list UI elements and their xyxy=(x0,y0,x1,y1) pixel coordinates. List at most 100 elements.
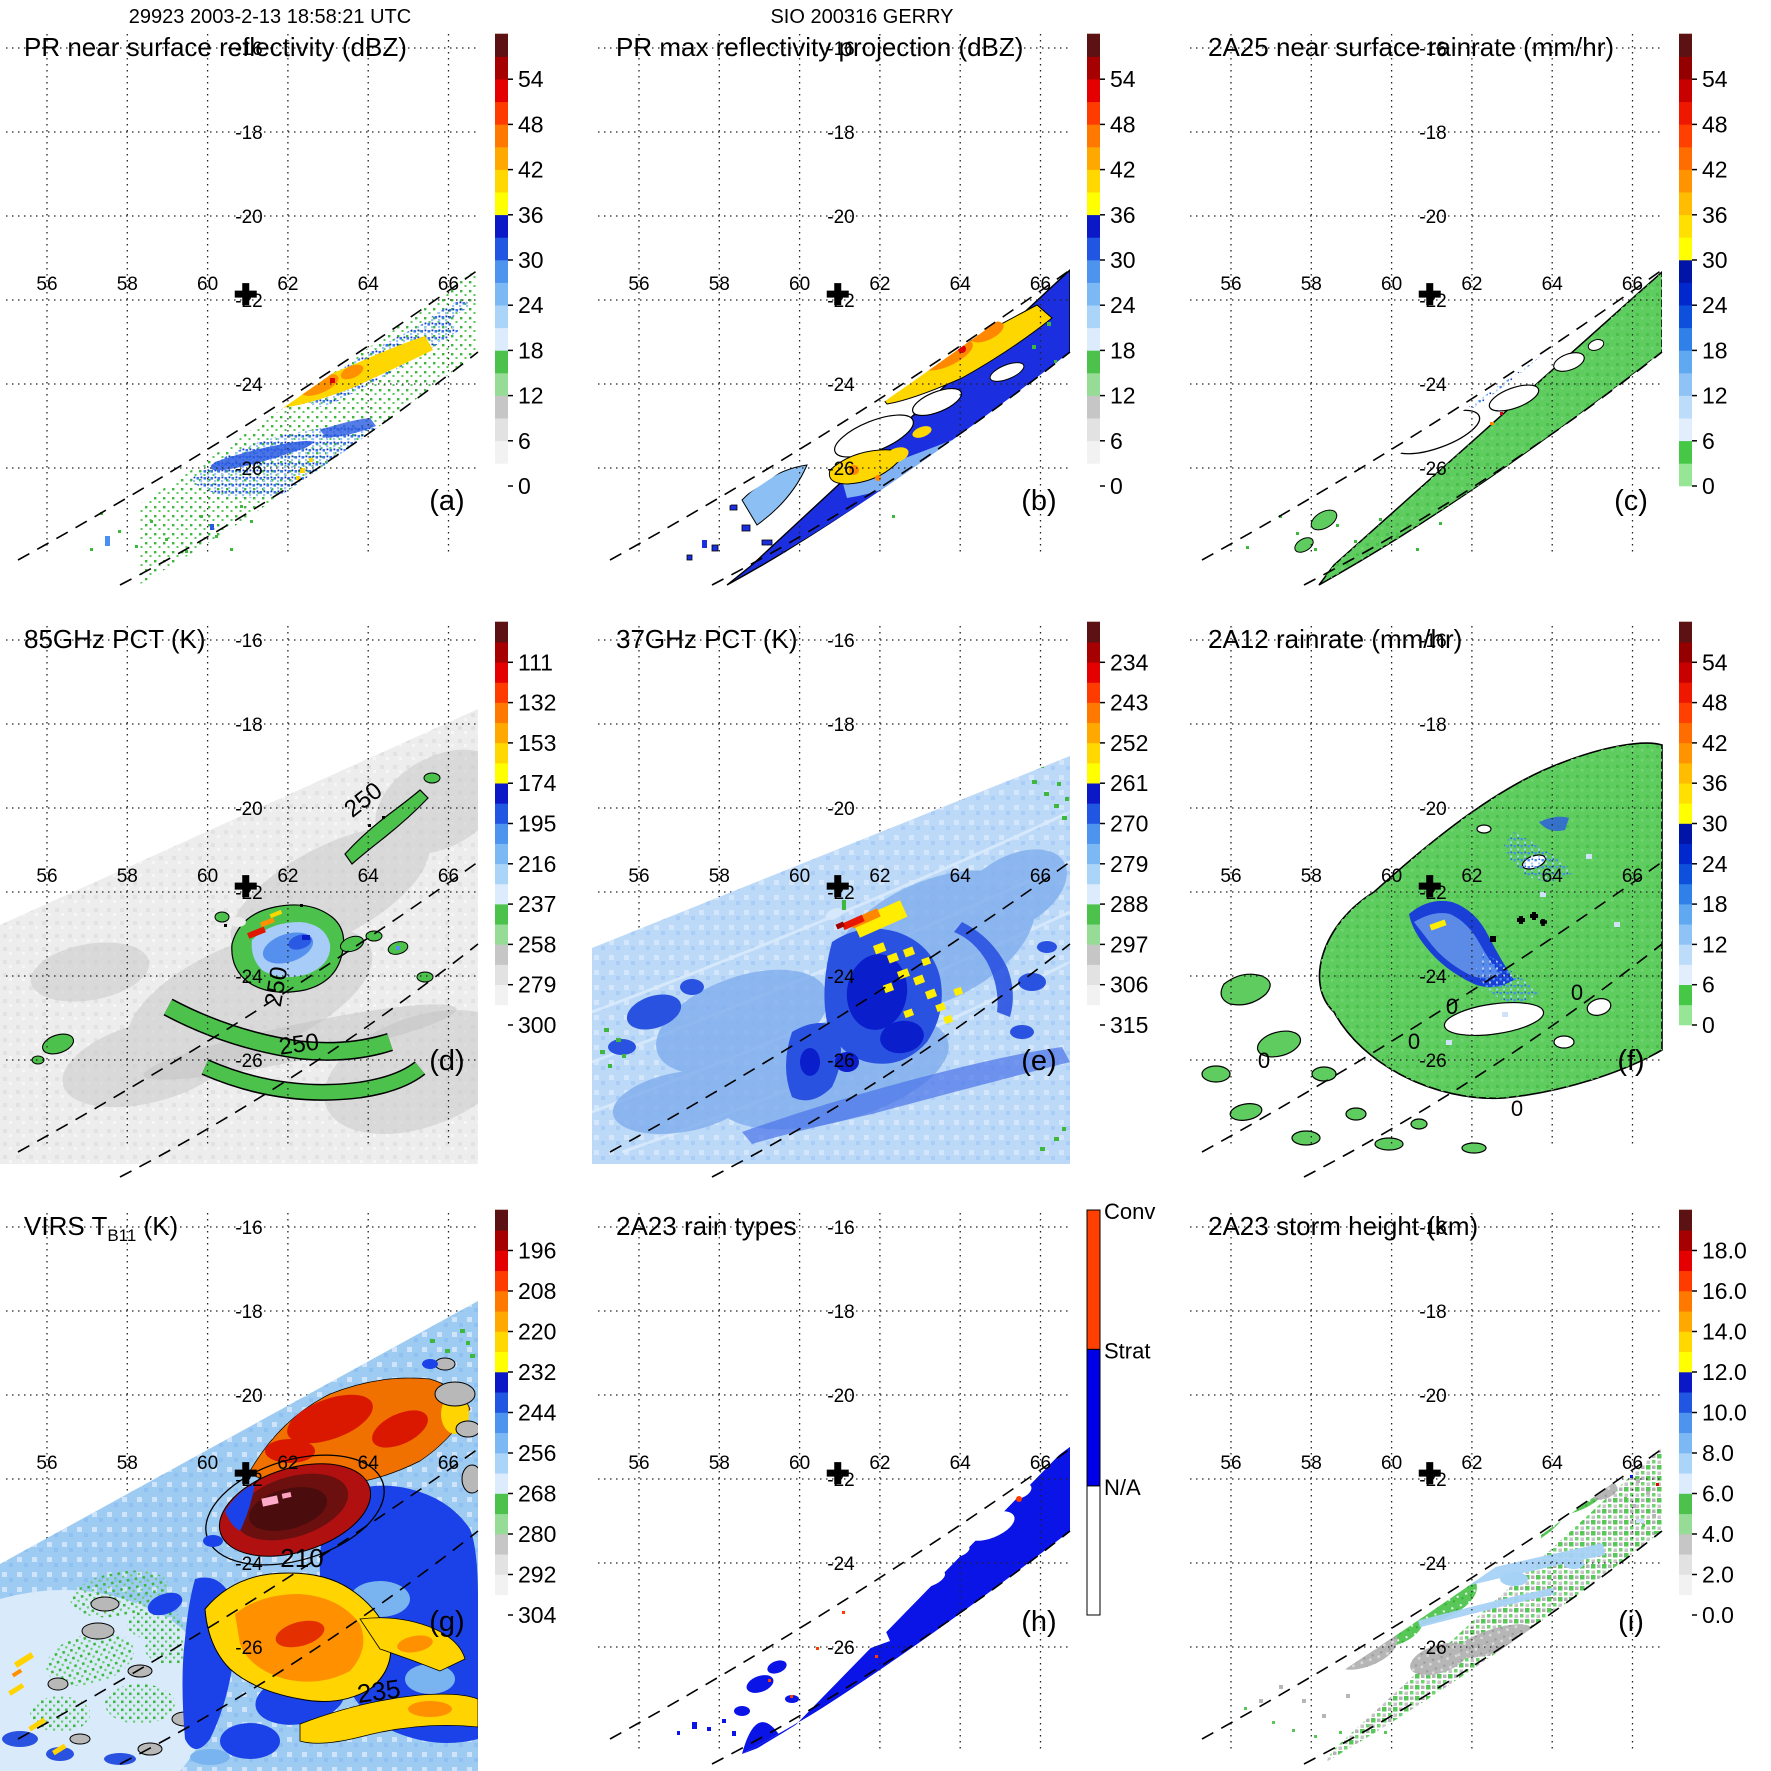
colorbar-tick-label: 30 xyxy=(1702,811,1728,837)
colorbar-segment xyxy=(1679,237,1692,261)
panel-c-colorbar: 0 6 12 18 24 30 36 42 48 54 xyxy=(1679,33,1728,499)
colorbar-segment xyxy=(495,1594,508,1616)
colorbar-segment xyxy=(495,1209,508,1231)
colorbar-segment xyxy=(1087,282,1100,306)
panel-g-data-swath xyxy=(0,1301,478,1771)
panel-letter: (e) xyxy=(1021,1045,1056,1077)
storm-center-marker xyxy=(826,875,849,898)
colorbar-segment xyxy=(495,923,508,945)
colorbar-tick-label: 48 xyxy=(1702,690,1728,716)
colorbar-segment xyxy=(1087,169,1100,193)
lon-tick-label: 62 xyxy=(1461,274,1482,295)
colorbar-segment xyxy=(1679,863,1692,885)
panel-h-data-swath xyxy=(677,1447,1070,1754)
lon-tick-label: 60 xyxy=(1381,866,1402,887)
lat-tick-label: -16 xyxy=(1419,39,1446,60)
colorbar-tick-label: 36 xyxy=(1702,202,1728,228)
colorbar-tick-label: 232 xyxy=(518,1359,556,1385)
swath-edge-line xyxy=(711,943,1071,1178)
lat-tick-label: -26 xyxy=(827,1051,854,1072)
pr-speckle-field xyxy=(140,268,478,590)
colorbar-tick-label: 54 xyxy=(1110,66,1136,92)
panel-title: 2A12 rainrate (mm/hr) xyxy=(1208,624,1462,654)
panel-letter: (g) xyxy=(429,1606,464,1638)
colorbar-segment xyxy=(1087,350,1100,374)
colorbar-segment xyxy=(495,782,508,804)
swath-edge-line xyxy=(1201,861,1663,1153)
lat-tick-label: -26 xyxy=(235,459,262,480)
lat-tick-label: -20 xyxy=(827,799,854,820)
lon-tick-label: 64 xyxy=(1542,274,1564,295)
lon-tick-label: 64 xyxy=(358,866,380,887)
lat-tick-label: -20 xyxy=(1419,799,1446,820)
panel-letter: (b) xyxy=(1021,485,1056,517)
colorbar-segment xyxy=(1679,843,1692,865)
colorbar-segment xyxy=(1679,1229,1692,1251)
swath-edge-line xyxy=(1303,1530,1663,1765)
panel-a-data-swath xyxy=(90,268,478,590)
lon-tick-label: 56 xyxy=(36,866,57,887)
colorbar-segment xyxy=(1679,259,1692,283)
lat-tick-label: -16 xyxy=(827,631,854,652)
contour-label: 0 xyxy=(1511,1096,1523,1121)
storm-center-marker xyxy=(234,875,257,898)
colorbar-tick-label: 48 xyxy=(1110,111,1136,137)
colorbar-tick-label: 256 xyxy=(518,1440,556,1466)
colorbar-segment xyxy=(1679,304,1692,329)
colorbar-tick-label: 234 xyxy=(1110,649,1149,675)
tmi-flag-marks xyxy=(1490,912,1547,942)
colorbar-segment xyxy=(1087,395,1100,419)
panel-letter: (f) xyxy=(1617,1045,1644,1077)
colorbar-segment xyxy=(1087,722,1100,744)
colorbar-segment xyxy=(1679,169,1692,193)
lat-tick-label: -24 xyxy=(235,1554,263,1575)
colorbar-segment xyxy=(1087,440,1100,464)
lat-tick-label: -20 xyxy=(235,1386,262,1407)
contour-label: 250 xyxy=(277,1028,320,1060)
colorbar-segment xyxy=(1087,304,1100,329)
colorbar-segment xyxy=(1087,823,1100,844)
colorbar-tick-label: 258 xyxy=(518,931,556,957)
colorbar-tick-label: 6 xyxy=(1702,428,1715,454)
contour-label: 235 xyxy=(355,1673,402,1709)
lat-tick-label: -24 xyxy=(827,967,855,988)
colorbar-segment xyxy=(1679,101,1692,125)
lon-tick-label: 62 xyxy=(869,274,890,295)
colorbar-segment xyxy=(1087,843,1100,865)
lat-tick-label: -26 xyxy=(827,1638,854,1659)
colorbar-tick-label: 174 xyxy=(518,770,557,796)
panel-d-colorbar: 300 279 258 237 216 195 174 153 132 111 xyxy=(495,621,557,1038)
panel-letter: (d) xyxy=(429,1045,464,1077)
lon-tick-label: 60 xyxy=(197,866,218,887)
colorbar-segment xyxy=(495,56,508,80)
colorbar-segment-Conv xyxy=(1086,1209,1101,1350)
colorbar-tick-label: 195 xyxy=(518,811,556,837)
colorbar-segment xyxy=(495,1452,508,1474)
colorbar-segment xyxy=(1679,984,1692,1006)
lon-tick-label: 56 xyxy=(36,274,57,295)
lon-tick-label: 66 xyxy=(438,274,459,295)
colorbar-segment xyxy=(1679,1391,1692,1413)
lon-tick-label: 60 xyxy=(789,1453,810,1474)
lon-tick-label: 64 xyxy=(358,1453,380,1474)
colorbar-segment xyxy=(1087,903,1100,925)
colorbar-segment xyxy=(1087,944,1100,965)
colorbar-segment xyxy=(1679,78,1692,103)
colorbar-segment xyxy=(1679,372,1692,396)
panel-letter: (h) xyxy=(1021,1606,1056,1638)
panel-f-colorbar: 0 6 12 18 24 30 36 42 48 54 xyxy=(1679,621,1728,1038)
lat-tick-label: -18 xyxy=(1419,123,1446,144)
swath-edge-line xyxy=(1303,943,1663,1178)
colorbar-tick-label: 208 xyxy=(518,1278,556,1304)
colorbar-tick-label: 42 xyxy=(518,157,544,183)
panel-c-data-swath xyxy=(1246,270,1662,586)
colorbar-segment xyxy=(1679,1533,1692,1555)
colorbar-segment xyxy=(1679,742,1692,764)
lon-tick-label: 60 xyxy=(1381,1453,1402,1474)
colorbar-segment xyxy=(1679,1250,1692,1272)
